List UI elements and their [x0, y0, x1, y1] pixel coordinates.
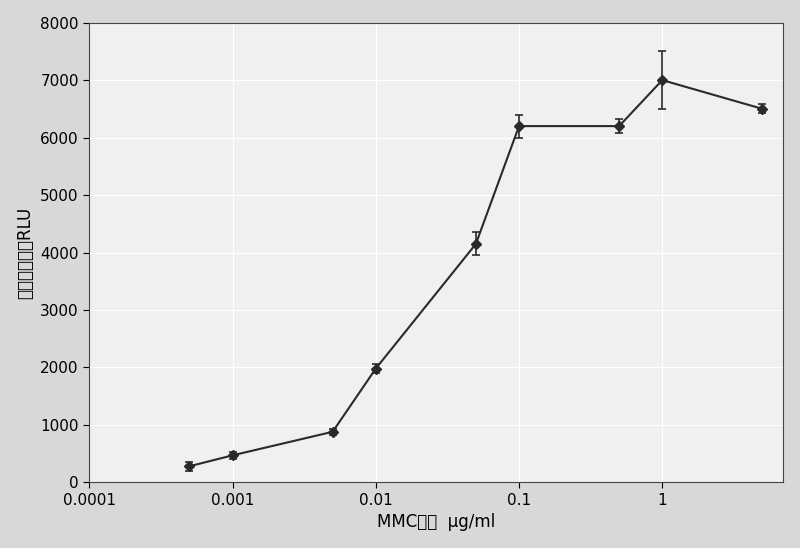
X-axis label: MMC浓度  μg/ml: MMC浓度 μg/ml — [377, 513, 495, 532]
Y-axis label: 相对发光强度RLU: 相对发光强度RLU — [17, 207, 34, 299]
